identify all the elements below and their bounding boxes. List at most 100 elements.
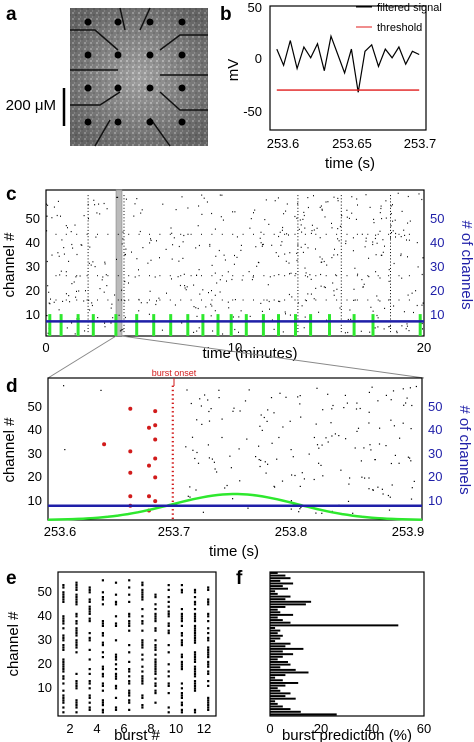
onset-column-dot: [171, 517, 174, 519]
spike-dot: [62, 300, 64, 302]
spike-dot: [61, 239, 63, 241]
spike-dot: [296, 217, 298, 219]
spike-dot: [375, 254, 377, 256]
burst-column-dot: [87, 201, 89, 203]
spike-dot: [365, 240, 367, 242]
burst-spike: [62, 584, 65, 587]
spike-dot: [410, 428, 412, 430]
burst-spike: [154, 658, 157, 661]
onset-column-dot: [171, 487, 174, 490]
spike-dot: [202, 289, 204, 291]
spike-dot: [297, 203, 299, 205]
spike-dot: [138, 310, 140, 312]
spike-dot: [354, 299, 356, 301]
prediction-bar: [270, 582, 294, 585]
spike-dot: [71, 283, 73, 285]
burst-column-dot: [297, 220, 299, 222]
burst-spike: [62, 615, 65, 618]
spike-dot: [218, 249, 220, 252]
burst-spike: [88, 687, 91, 690]
burst-column-dot: [297, 233, 299, 235]
burst-column-dot: [340, 277, 342, 279]
spike-dot: [141, 209, 143, 211]
burst-column-dot: [390, 293, 391, 295]
panel-b-ytick-2: -50: [243, 104, 262, 119]
spike-dot: [299, 508, 301, 510]
spike-dot: [373, 218, 375, 220]
spike-dot: [285, 260, 287, 262]
prediction-bar: [270, 585, 283, 588]
burst-column-dot: [87, 331, 89, 333]
burst-spike: [62, 620, 65, 623]
burst-column-dot: [390, 296, 391, 298]
spike-dot: [262, 244, 264, 246]
prediction-bar: [270, 590, 276, 593]
spike-dot: [267, 284, 269, 286]
burst-spike: [75, 581, 78, 584]
spike-dot: [337, 200, 339, 202]
spike-dot: [305, 272, 307, 274]
onset-column-dot: [171, 462, 174, 464]
spike-dot: [363, 283, 365, 285]
panel-d-xtick-2: 253.8: [275, 524, 308, 539]
spike-dot: [99, 213, 101, 215]
spike-dot: [390, 237, 391, 239]
spike-dot: [395, 232, 397, 235]
spike-dot: [319, 206, 321, 208]
spike-dot: [290, 449, 292, 451]
burst-column-dot: [390, 204, 391, 206]
burst-spike: [167, 711, 170, 714]
spike-dot: [201, 194, 203, 196]
spike-dot: [300, 416, 302, 418]
spike-dot: [406, 397, 408, 399]
burst-spike: [154, 677, 157, 680]
channel-row-dot: [367, 233, 369, 235]
onset-spike: [147, 463, 151, 468]
spike-dot: [392, 230, 394, 232]
channel-row-dot: [346, 299, 348, 301]
channel-row-dot: [149, 275, 150, 277]
spike-dot: [210, 315, 212, 317]
spike-dot: [269, 308, 270, 310]
burst-spike: [167, 663, 170, 666]
channel-row-dot: [169, 275, 171, 277]
spike-dot: [325, 437, 327, 439]
burst-column-dot: [297, 242, 299, 244]
spike-dot: [111, 303, 113, 305]
onset-column-dot: [171, 470, 174, 473]
burst-spike: [88, 598, 91, 601]
burst-spike: [75, 704, 78, 707]
spike-dot: [234, 211, 236, 213]
burst-spike: [193, 634, 197, 637]
spike-dot: [413, 480, 415, 482]
spike-dot: [304, 227, 306, 229]
spike-dot: [232, 498, 234, 500]
spike-dot: [198, 205, 200, 207]
burst-spike: [75, 706, 78, 709]
spike-dot: [264, 461, 266, 463]
burst-spike: [141, 680, 144, 683]
spike-dot: [315, 423, 317, 425]
burst-spike: [180, 704, 183, 707]
panel-b-xlabel: time (s): [325, 155, 375, 172]
spike-dot: [103, 291, 105, 293]
spike-dot: [288, 262, 290, 264]
burst-column-dot: [390, 305, 391, 307]
burst-column-dot: [340, 195, 342, 197]
spike-dot: [286, 203, 288, 205]
burst-column-dot: [123, 299, 125, 301]
panel-e-raster: 50 40 30 20 10 channel # 2 4 6 8 10 12 b…: [5, 571, 217, 742]
spike-dot: [231, 278, 233, 281]
burst-column-dot: [340, 305, 342, 307]
channel-row-dot: [315, 299, 317, 301]
spike-dot: [361, 233, 363, 235]
burst-spike: [193, 687, 197, 690]
burst-spike: [167, 692, 170, 695]
burst-spike: [207, 684, 210, 687]
spike-dot: [187, 207, 189, 209]
spike-dot: [321, 258, 323, 260]
burst-spike: [88, 636, 91, 639]
burst-spike: [114, 593, 118, 596]
spike-dot: [196, 315, 198, 317]
burst-spike: [141, 646, 144, 649]
